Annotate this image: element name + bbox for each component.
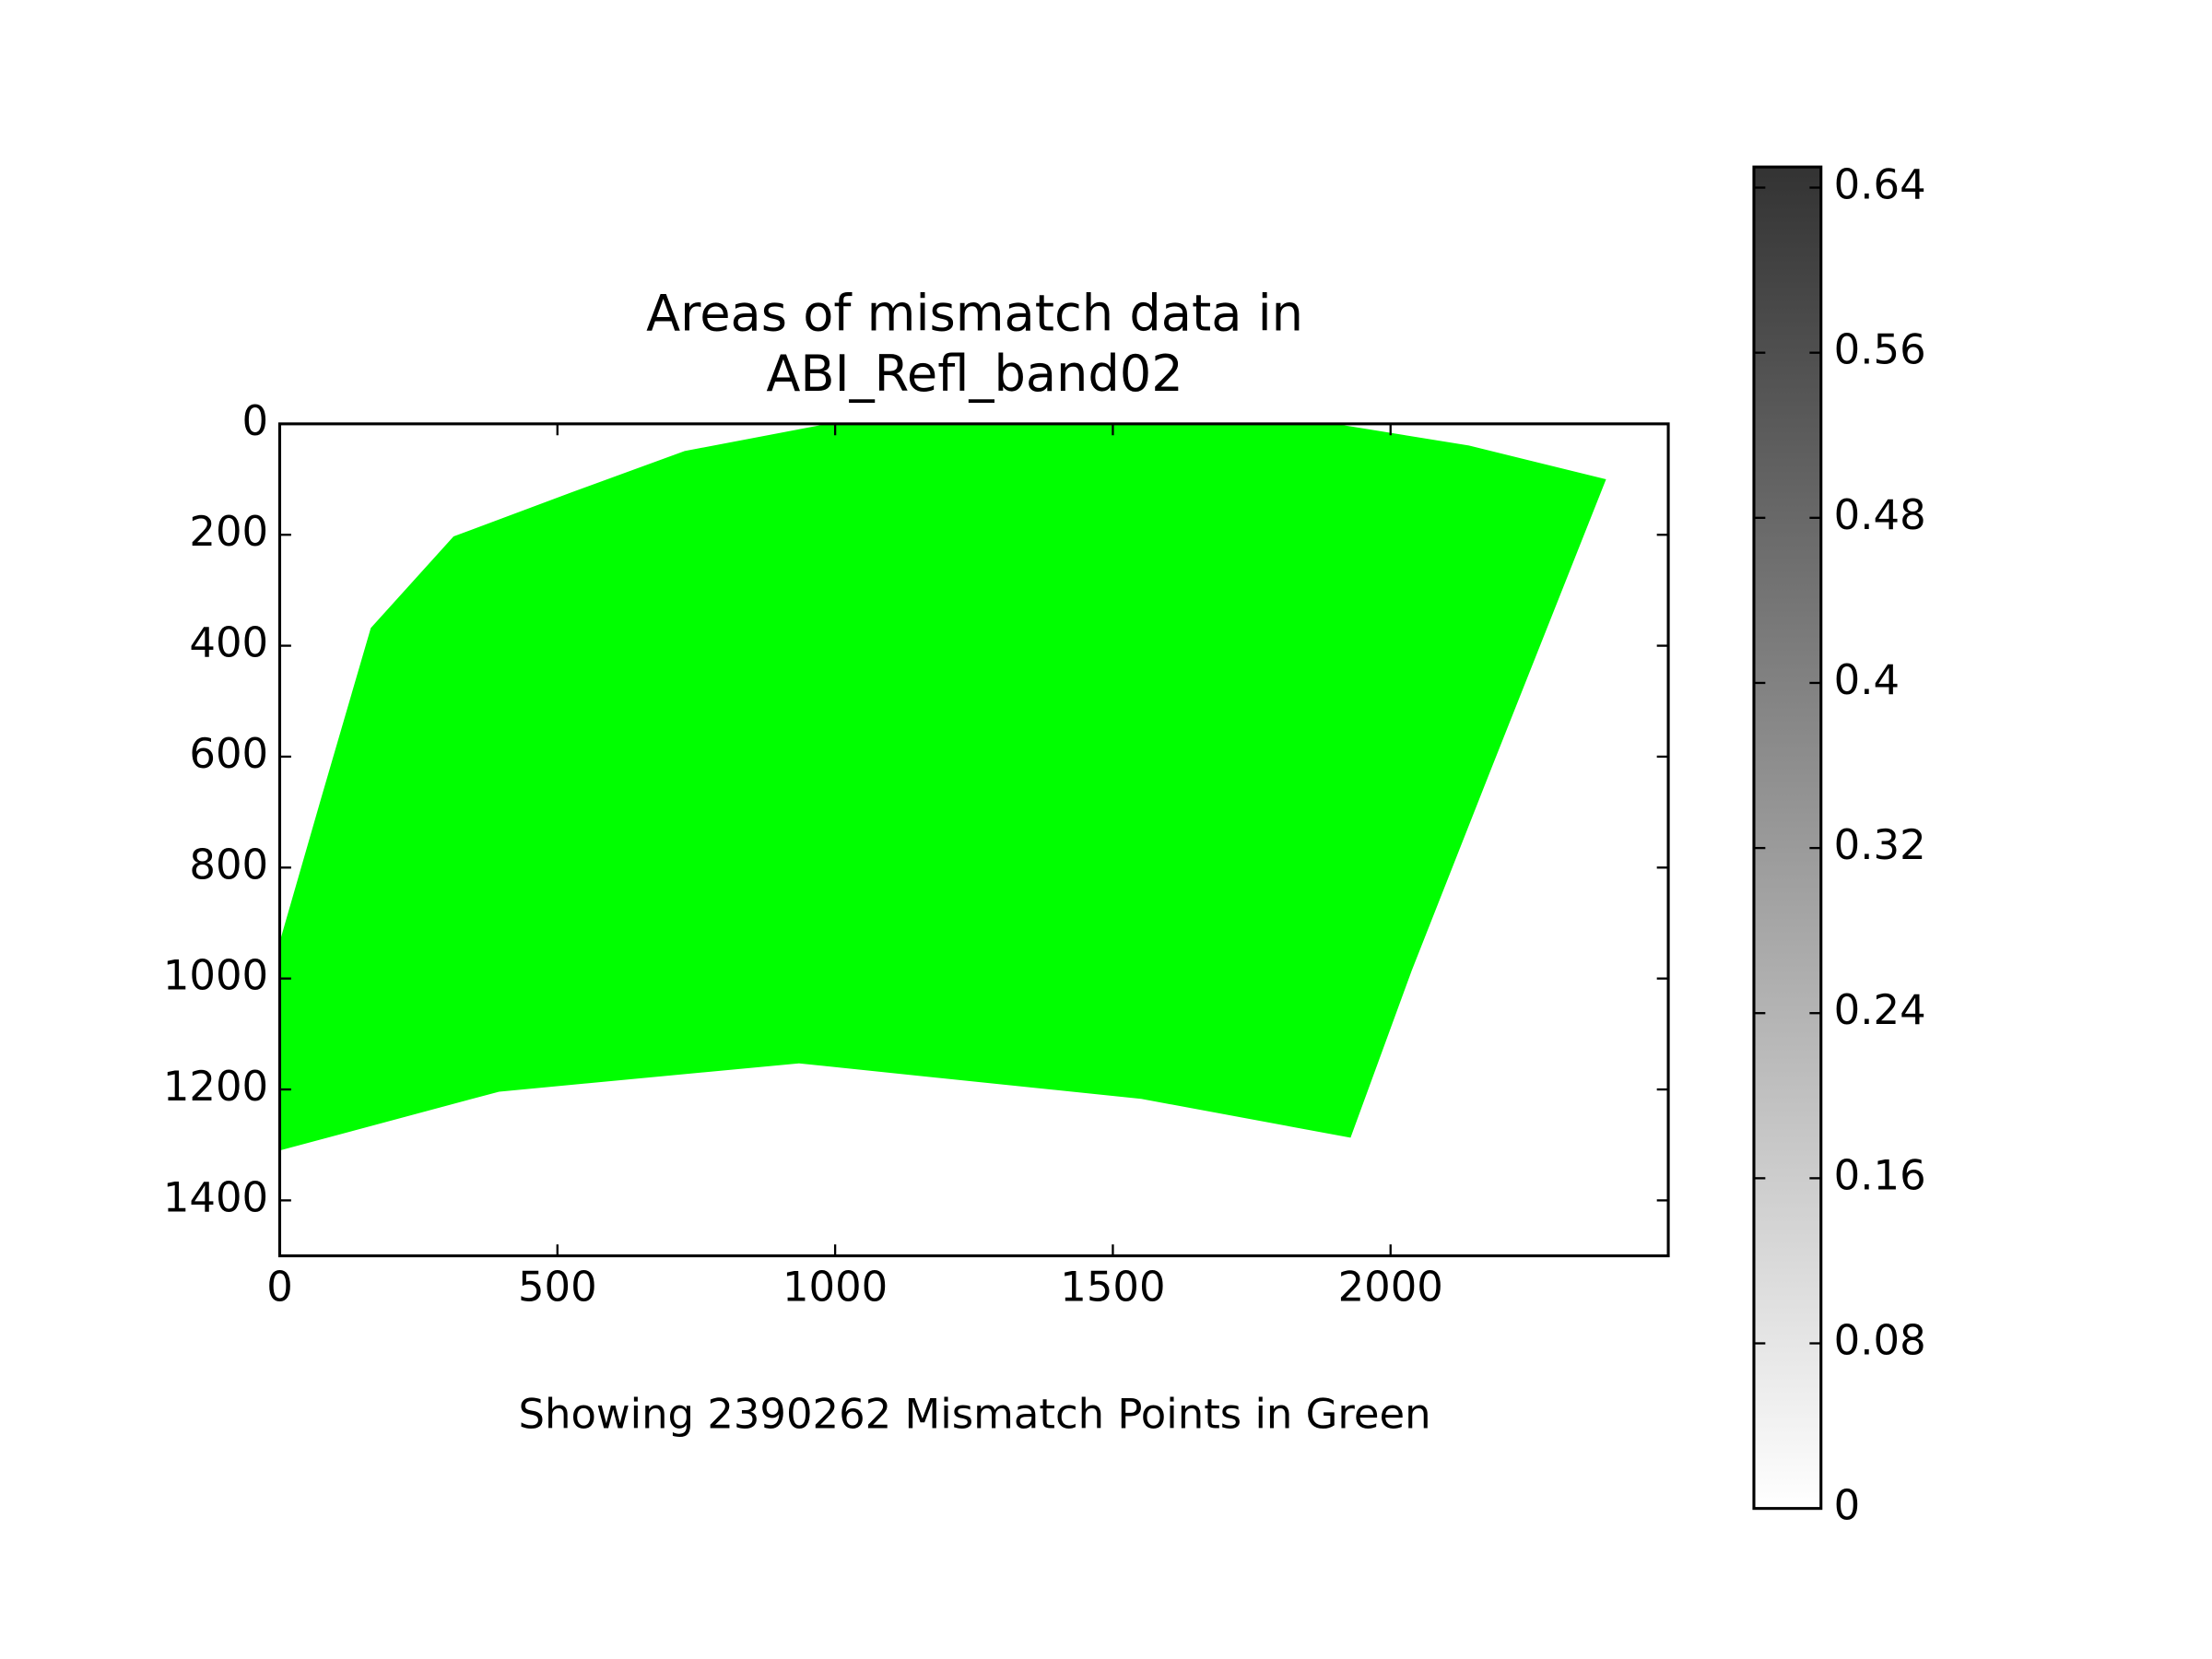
y-tick-label: 1400 xyxy=(163,1172,268,1221)
plot-frame xyxy=(277,422,1670,1258)
colorbar-tick-label: 0.32 xyxy=(1834,820,1926,869)
x-axis-label: Showing 2390262 Mismatch Points in Green xyxy=(519,1390,1431,1439)
colorbar-tick-label: 0 xyxy=(1834,1481,1861,1530)
y-tick-label: 400 xyxy=(189,618,268,667)
x-tick-label: 2000 xyxy=(1338,1263,1443,1312)
mismatch-region xyxy=(279,423,1606,1151)
colorbar-tick-label: 0.56 xyxy=(1834,325,1926,374)
colorbar-tick-label: 0.08 xyxy=(1834,1316,1926,1365)
x-tick-label: 0 xyxy=(266,1263,293,1312)
chart-title: Areas of mismatch data in ABI_Refl_band02 xyxy=(646,284,1303,402)
y-tick-label: 600 xyxy=(189,729,268,778)
x-tick-label: 1500 xyxy=(1060,1263,1165,1312)
colorbar-tick-label: 0.4 xyxy=(1834,655,1900,704)
colorbar-tick-label: 0.64 xyxy=(1834,160,1926,209)
colorbar xyxy=(1752,165,1823,1511)
x-tick-label: 500 xyxy=(518,1263,597,1312)
y-tick-label: 800 xyxy=(189,840,268,888)
x-tick-label: 1000 xyxy=(782,1263,888,1312)
y-tick-label: 0 xyxy=(242,396,269,445)
y-tick-label: 1200 xyxy=(163,1062,268,1111)
colorbar-tick-label: 0.24 xyxy=(1834,985,1926,1034)
y-tick-label: 1000 xyxy=(163,951,268,1000)
colorbar-tick-label: 0.16 xyxy=(1834,1150,1926,1199)
colorbar-tick-label: 0.48 xyxy=(1834,490,1926,539)
y-tick-label: 200 xyxy=(189,507,268,556)
